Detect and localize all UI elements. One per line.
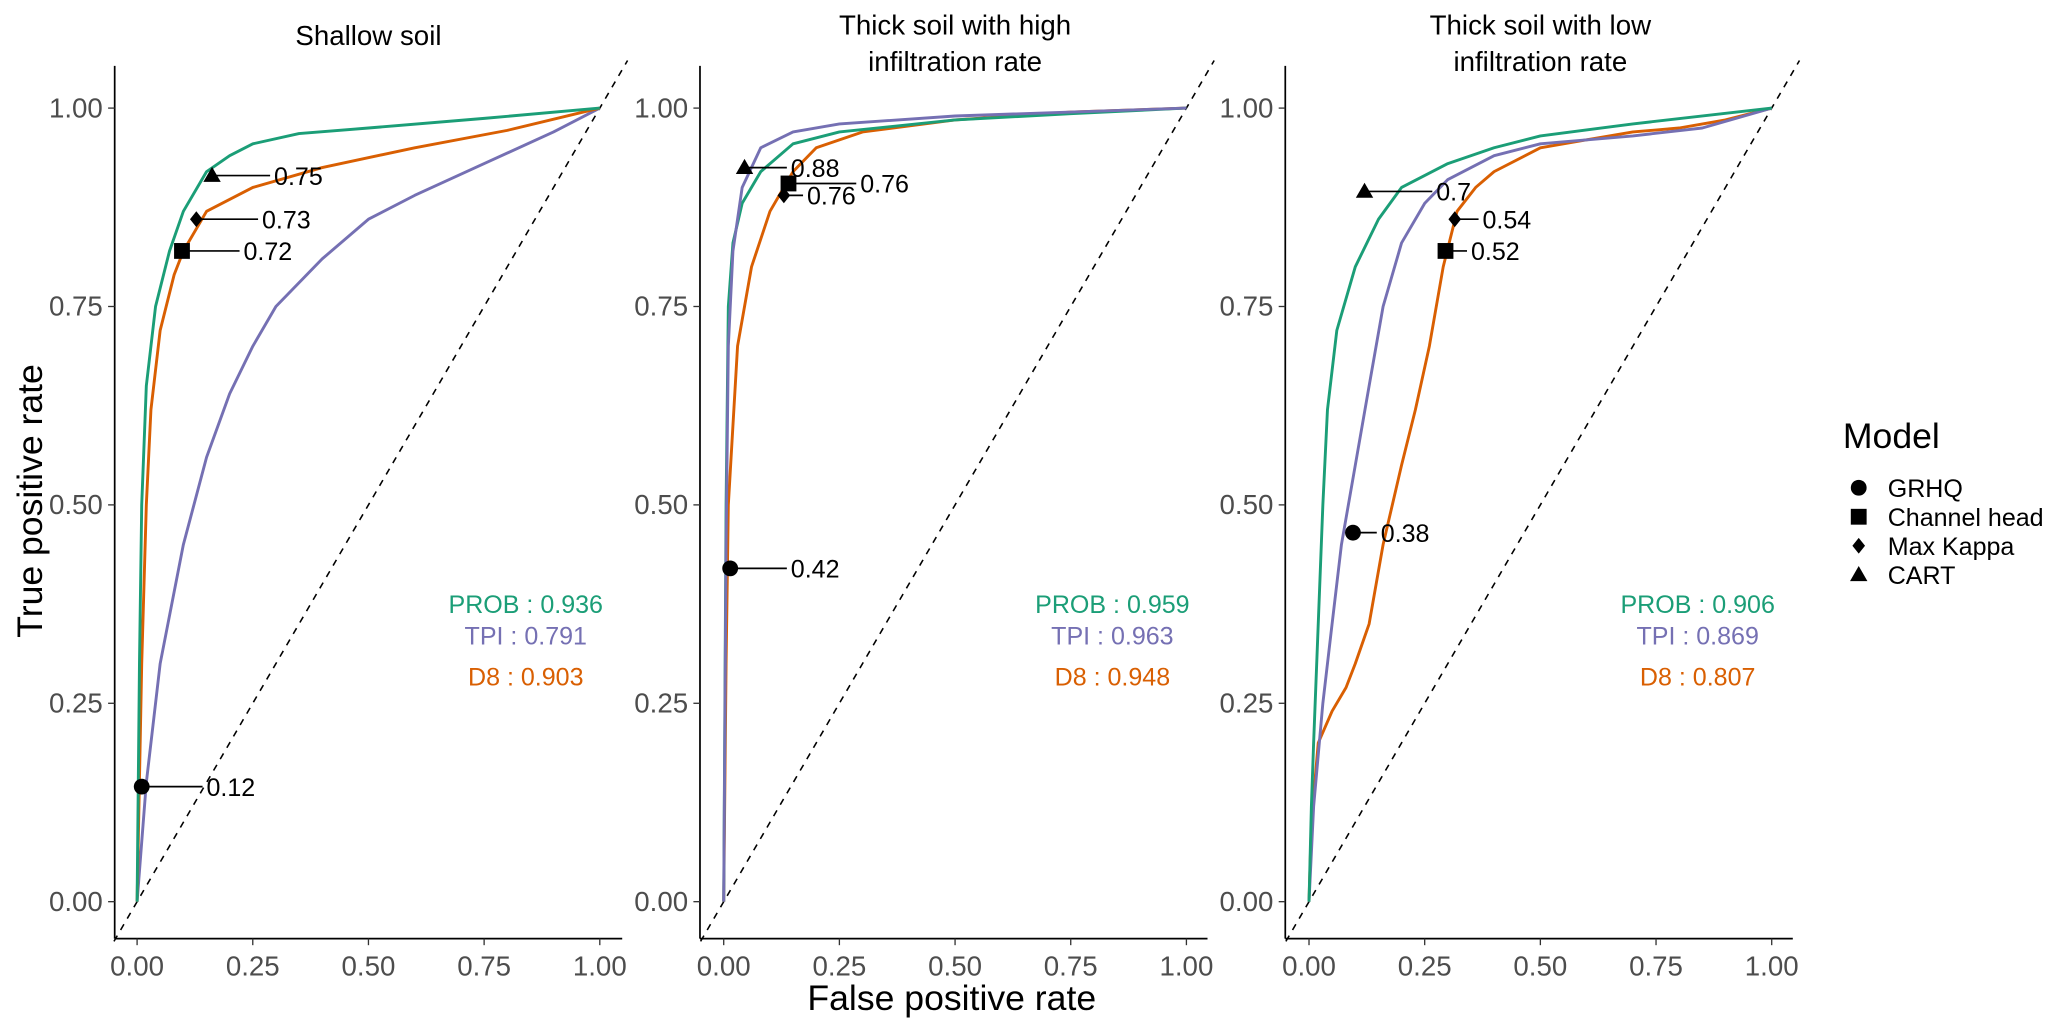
auc-label-d8: D8 : 0.948 — [1055, 663, 1171, 691]
marker-triangle — [735, 158, 754, 174]
panel-title: infiltration rate — [1453, 46, 1627, 77]
x-tick-label: 0.25 — [1398, 950, 1452, 981]
marker-label: 0.52 — [1471, 238, 1520, 266]
x-tick-label: 0.75 — [457, 950, 511, 981]
roc-line-tpi — [1307, 106, 1773, 902]
roc-line-d8 — [1307, 106, 1773, 902]
x-tick-label: 1.00 — [1159, 950, 1213, 981]
legend-item: GRHQ — [1850, 475, 1963, 503]
auc-label-tpi: TPI : 0.869 — [1636, 623, 1758, 651]
legend-label: Max Kappa — [1888, 533, 2015, 561]
auc-label-d8: D8 : 0.903 — [468, 663, 584, 691]
legend-item: Channel head — [1850, 504, 2044, 532]
marker-label: 0.54 — [1483, 206, 1532, 234]
y-tick-label: 0.75 — [634, 291, 688, 322]
y-tick-label: 1.00 — [1220, 92, 1274, 123]
x-tick-label: 0.50 — [1513, 950, 1567, 981]
panel-title: infiltration rate — [868, 46, 1042, 77]
marker-circle — [1345, 524, 1361, 541]
auc-label-prob: PROB : 0.906 — [1620, 591, 1774, 619]
auc-label-tpi: TPI : 0.791 — [465, 623, 587, 651]
auc-label-prob: PROB : 0.959 — [1035, 591, 1189, 619]
y-tick-label: 0.00 — [1220, 886, 1274, 917]
diagonal-reference-line — [113, 60, 629, 942]
marker-label: 0.72 — [244, 238, 293, 266]
panel-title: Thick soil with high — [839, 9, 1071, 40]
marker-triangle — [1355, 182, 1374, 198]
legend-item: Max Kappa — [1852, 533, 2014, 561]
x-tick-label: 0.25 — [226, 950, 280, 981]
marker-circle — [722, 560, 739, 577]
y-tick-label: 0.25 — [1220, 688, 1274, 719]
panel-title: Thick soil with low — [1430, 9, 1652, 40]
marker-diamond — [777, 187, 791, 204]
diagonal-reference-line — [1285, 60, 1801, 942]
marker-label: 0.12 — [207, 774, 256, 802]
y-tick-label: 1.00 — [634, 92, 688, 123]
panel-1: Shallow soil 0.00 0.25 0.50 0.75 1.00 0.00 0.25… — [49, 20, 629, 981]
roc-line-prob — [1307, 106, 1772, 902]
marker-square — [780, 175, 797, 192]
legend-item: CART — [1850, 562, 1955, 590]
y-tick-label: 0.25 — [49, 688, 103, 719]
auc-label-tpi: TPI : 0.963 — [1051, 623, 1173, 651]
auc-label-d8: D8 : 0.807 — [1640, 663, 1756, 691]
roc-line-tpi — [135, 106, 601, 902]
x-tick-label: 1.00 — [573, 950, 627, 981]
panel-3: Thick soil with low infiltration rate 0.00… — [1220, 9, 1801, 981]
x-tick-label: 0.00 — [697, 950, 751, 981]
diagonal-reference-line — [699, 60, 1215, 942]
y-tick-label: 0.75 — [49, 291, 103, 322]
x-tick-label: 0.00 — [110, 950, 164, 981]
x-tick-label: 1.00 — [1745, 950, 1799, 981]
marker-label: 0.75 — [274, 163, 323, 191]
x-tick-label: 0.50 — [342, 950, 396, 981]
circle-icon — [1850, 479, 1867, 496]
y-tick-label: 0.00 — [49, 886, 103, 917]
y-tick-label: 0.75 — [1220, 291, 1274, 322]
auc-label-prob: PROB : 0.936 — [449, 591, 603, 619]
y-tick-label: 0.25 — [634, 688, 688, 719]
y-tick-label: 0.50 — [49, 489, 103, 520]
x-tick-label: 0.25 — [812, 950, 866, 981]
marker-label: 0.88 — [791, 155, 840, 183]
x-tick-label: 0.00 — [1282, 950, 1336, 981]
marker-triangle — [203, 166, 221, 182]
y-tick-label: 1.00 — [49, 92, 103, 123]
legend-label: Channel head — [1888, 504, 2044, 532]
marker-square — [1437, 243, 1454, 259]
square-icon — [1850, 508, 1867, 525]
roc-line-prob — [135, 106, 600, 902]
marker-label: 0.73 — [262, 206, 311, 234]
y-tick-label: 0.50 — [1220, 489, 1274, 520]
x-tick-label: 0.75 — [1629, 950, 1683, 981]
marker-label: 0.38 — [1381, 520, 1430, 548]
marker-label: 0.7 — [1436, 179, 1471, 207]
marker-diamond — [189, 211, 203, 228]
diamond-icon — [1852, 537, 1866, 554]
y-tick-label: 0.50 — [634, 489, 688, 520]
marker-diamond — [1448, 211, 1462, 228]
panel-title: Shallow soil — [295, 20, 441, 51]
x-axis-label: False positive rate — [807, 978, 1096, 1018]
panel-2: Thick soil with high infiltration rate 0.0… — [634, 9, 1215, 981]
marker-square — [174, 243, 190, 259]
marker-label: 0.42 — [791, 556, 840, 584]
marker-label: 0.76 — [807, 183, 856, 211]
marker-circle — [133, 778, 150, 795]
y-tick-label: 0.00 — [634, 886, 688, 917]
legend-label: CART — [1888, 562, 1956, 590]
marker-label: 0.76 — [860, 171, 909, 199]
y-axis-label: True positive rate — [10, 364, 50, 638]
triangle-icon — [1850, 566, 1868, 582]
legend-label: GRHQ — [1888, 475, 1963, 503]
legend-title: Model — [1843, 416, 1940, 456]
x-tick-label: 0.75 — [1044, 950, 1098, 981]
x-tick-label: 0.50 — [928, 950, 982, 981]
